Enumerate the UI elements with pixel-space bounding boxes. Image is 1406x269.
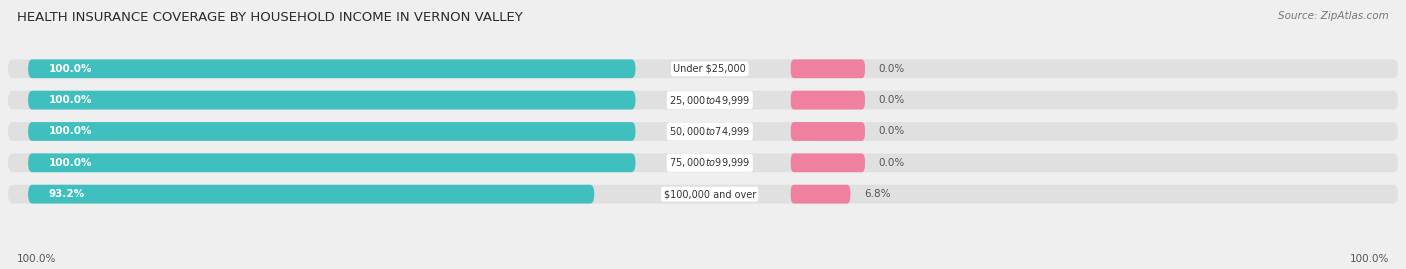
FancyBboxPatch shape	[790, 153, 865, 172]
Text: 93.2%: 93.2%	[48, 189, 84, 199]
Text: 0.0%: 0.0%	[879, 95, 904, 105]
FancyBboxPatch shape	[790, 122, 865, 141]
Text: 0.0%: 0.0%	[879, 126, 904, 136]
Text: 100.0%: 100.0%	[48, 126, 91, 136]
FancyBboxPatch shape	[8, 185, 1398, 204]
FancyBboxPatch shape	[28, 91, 636, 109]
Text: 100.0%: 100.0%	[48, 64, 91, 74]
FancyBboxPatch shape	[790, 59, 865, 78]
Text: 100.0%: 100.0%	[17, 254, 56, 264]
FancyBboxPatch shape	[8, 59, 1398, 78]
FancyBboxPatch shape	[8, 91, 1398, 109]
Text: 0.0%: 0.0%	[879, 64, 904, 74]
Text: 6.8%: 6.8%	[863, 189, 890, 199]
Text: 100.0%: 100.0%	[48, 158, 91, 168]
FancyBboxPatch shape	[8, 153, 1398, 172]
Text: HEALTH INSURANCE COVERAGE BY HOUSEHOLD INCOME IN VERNON VALLEY: HEALTH INSURANCE COVERAGE BY HOUSEHOLD I…	[17, 11, 523, 24]
Text: 100.0%: 100.0%	[1350, 254, 1389, 264]
FancyBboxPatch shape	[28, 185, 595, 204]
FancyBboxPatch shape	[8, 122, 1398, 141]
Text: Source: ZipAtlas.com: Source: ZipAtlas.com	[1278, 11, 1389, 21]
Text: $75,000 to $99,999: $75,000 to $99,999	[669, 156, 751, 169]
Text: 100.0%: 100.0%	[48, 95, 91, 105]
Text: $50,000 to $74,999: $50,000 to $74,999	[669, 125, 751, 138]
Text: Under $25,000: Under $25,000	[673, 64, 747, 74]
FancyBboxPatch shape	[28, 153, 636, 172]
Text: 0.0%: 0.0%	[879, 158, 904, 168]
FancyBboxPatch shape	[28, 59, 636, 78]
FancyBboxPatch shape	[28, 122, 636, 141]
Text: $100,000 and over: $100,000 and over	[664, 189, 756, 199]
FancyBboxPatch shape	[790, 91, 865, 109]
FancyBboxPatch shape	[790, 185, 851, 204]
Text: $25,000 to $49,999: $25,000 to $49,999	[669, 94, 751, 107]
